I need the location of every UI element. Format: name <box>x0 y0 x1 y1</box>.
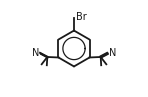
Text: Br: Br <box>76 12 87 23</box>
Text: N: N <box>109 48 116 58</box>
Text: N: N <box>32 48 39 58</box>
